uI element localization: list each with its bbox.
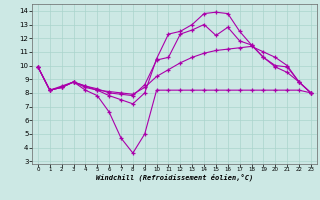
X-axis label: Windchill (Refroidissement éolien,°C): Windchill (Refroidissement éolien,°C) — [96, 174, 253, 181]
